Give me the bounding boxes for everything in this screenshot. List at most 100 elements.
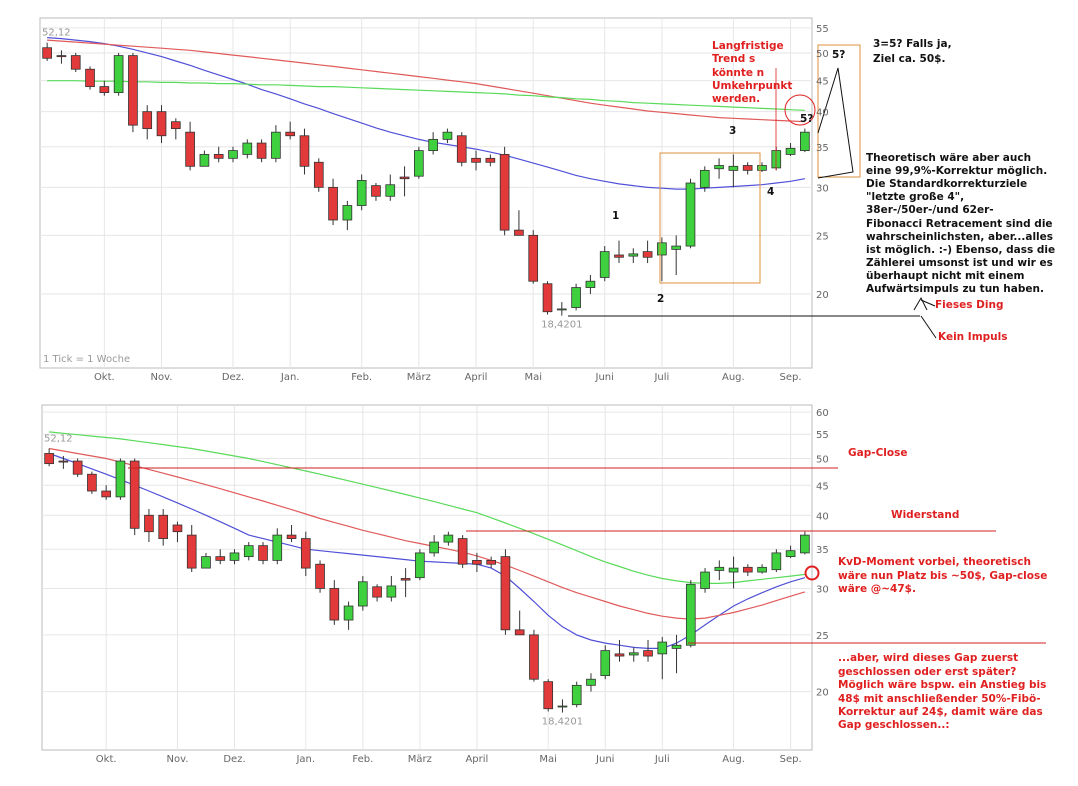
moving-average <box>47 80 805 111</box>
moving-average <box>49 431 805 584</box>
x-tick-label: März <box>408 754 432 765</box>
candle-body <box>571 684 582 706</box>
candle-body <box>514 229 524 236</box>
annotation: Langfristige <box>712 40 784 52</box>
wave-sketch <box>817 67 854 179</box>
annotation: 48$ mit anschließender 50%-Fibö- <box>838 693 1041 705</box>
arrow <box>913 296 928 311</box>
candle-body <box>372 586 382 598</box>
candle-body <box>172 524 183 533</box>
y-tick-label: 20 <box>816 290 829 301</box>
candle-body <box>158 514 169 539</box>
x-tick-label: Sep. <box>780 372 802 383</box>
annotation: 3=5? Falls ja, <box>873 38 952 50</box>
candle-body <box>144 514 154 533</box>
candle-body <box>385 184 396 197</box>
y-tick-label: 60 <box>816 408 829 419</box>
candle-body <box>614 254 624 258</box>
moving-average <box>47 37 806 190</box>
candle-body <box>199 154 210 167</box>
y-tick-label: 45 <box>816 481 829 492</box>
candle-body <box>557 705 568 708</box>
x-tick-label: Nov. <box>167 754 189 765</box>
y-tick-label: 35 <box>816 143 829 154</box>
candle-body <box>315 563 325 589</box>
annotation: Umkehrpunkt <box>712 80 792 92</box>
annotation: Die Standardkorrekturziele <box>866 178 1027 190</box>
candle-body <box>571 287 581 308</box>
candle-body <box>528 234 539 282</box>
y-tick-label: 55 <box>816 430 829 441</box>
y-tick-label: 25 <box>816 231 829 242</box>
candle-body <box>785 147 796 155</box>
candle-body <box>185 131 195 167</box>
candle-body <box>543 681 554 710</box>
candle-body <box>386 585 397 598</box>
x-tick-label: Aug. <box>722 754 745 765</box>
candle-body <box>499 154 510 231</box>
candle-body <box>201 556 211 569</box>
target-box <box>817 44 861 178</box>
x-tick-label: April <box>465 372 488 383</box>
annotation: Fibonacci Retracement sind die <box>866 218 1053 230</box>
annotation: 5? <box>800 113 813 125</box>
candle-body <box>671 644 682 649</box>
moment-circle <box>804 565 820 581</box>
candle-body <box>156 111 167 137</box>
y-tick-label: 50 <box>816 454 829 465</box>
candle-body <box>313 161 324 188</box>
pointer <box>920 315 937 339</box>
annotation: könnte n <box>712 67 764 79</box>
start-label: 52,12 <box>42 28 71 39</box>
annotation: 38er-/50er-/und 62er- <box>866 204 994 216</box>
moving-average <box>47 39 805 123</box>
candle-body <box>771 552 782 571</box>
candle-body <box>271 131 281 159</box>
candle-body <box>442 131 453 140</box>
annotation: 4 <box>767 186 774 198</box>
candle-body <box>243 545 254 558</box>
candles <box>42 42 810 713</box>
candle-body <box>743 566 753 573</box>
candle-body <box>272 534 283 561</box>
x-tick-label: Feb. <box>351 372 372 383</box>
x-tick-label: Juli <box>653 372 669 383</box>
candle-body <box>614 653 625 657</box>
candle-body <box>657 641 668 655</box>
candle-body <box>585 280 596 288</box>
low-label: 18,4201 <box>541 320 582 331</box>
x-tick-label: März <box>407 372 431 383</box>
annotation: Widerstand <box>891 509 959 521</box>
candle-body <box>542 283 553 313</box>
x-tick-label: Nov. <box>151 372 173 383</box>
candle-body <box>671 245 682 250</box>
candle-body <box>728 567 739 573</box>
y-tick-label: 45 <box>816 77 829 88</box>
y-tick-label: 35 <box>816 545 829 556</box>
candle-body <box>643 650 653 657</box>
candle-body <box>514 629 525 636</box>
candle-body <box>486 559 496 565</box>
candle-body <box>215 556 226 561</box>
x-tick-label: Mai <box>539 754 557 765</box>
y-tick-label: 55 <box>816 24 829 35</box>
moving-average <box>48 452 806 649</box>
candle-body <box>443 534 454 543</box>
annotation: Zählerei umsonst ist und wir es <box>866 257 1053 269</box>
candle-body <box>700 571 710 589</box>
x-tick-label: Okt. <box>96 754 117 765</box>
y-tick-label: 25 <box>816 631 829 642</box>
candle-body <box>228 150 238 159</box>
candle-body <box>428 138 438 151</box>
candle-body <box>628 253 639 257</box>
start-label: 52,12 <box>44 433 73 444</box>
annotation: Theoretisch wäre aber auch <box>866 152 1031 164</box>
texts: 20 25 30 35 40 45 50 55 Okt. Nov. Dez. Jan. Feb. März… <box>42 24 1055 765</box>
x-tick-label: Dez. <box>223 754 245 765</box>
candle-body <box>742 165 753 171</box>
annotation: "letzte große 4", <box>866 191 964 203</box>
candle-body <box>529 634 539 680</box>
candle-body <box>56 55 67 58</box>
moving-averages <box>47 37 806 649</box>
